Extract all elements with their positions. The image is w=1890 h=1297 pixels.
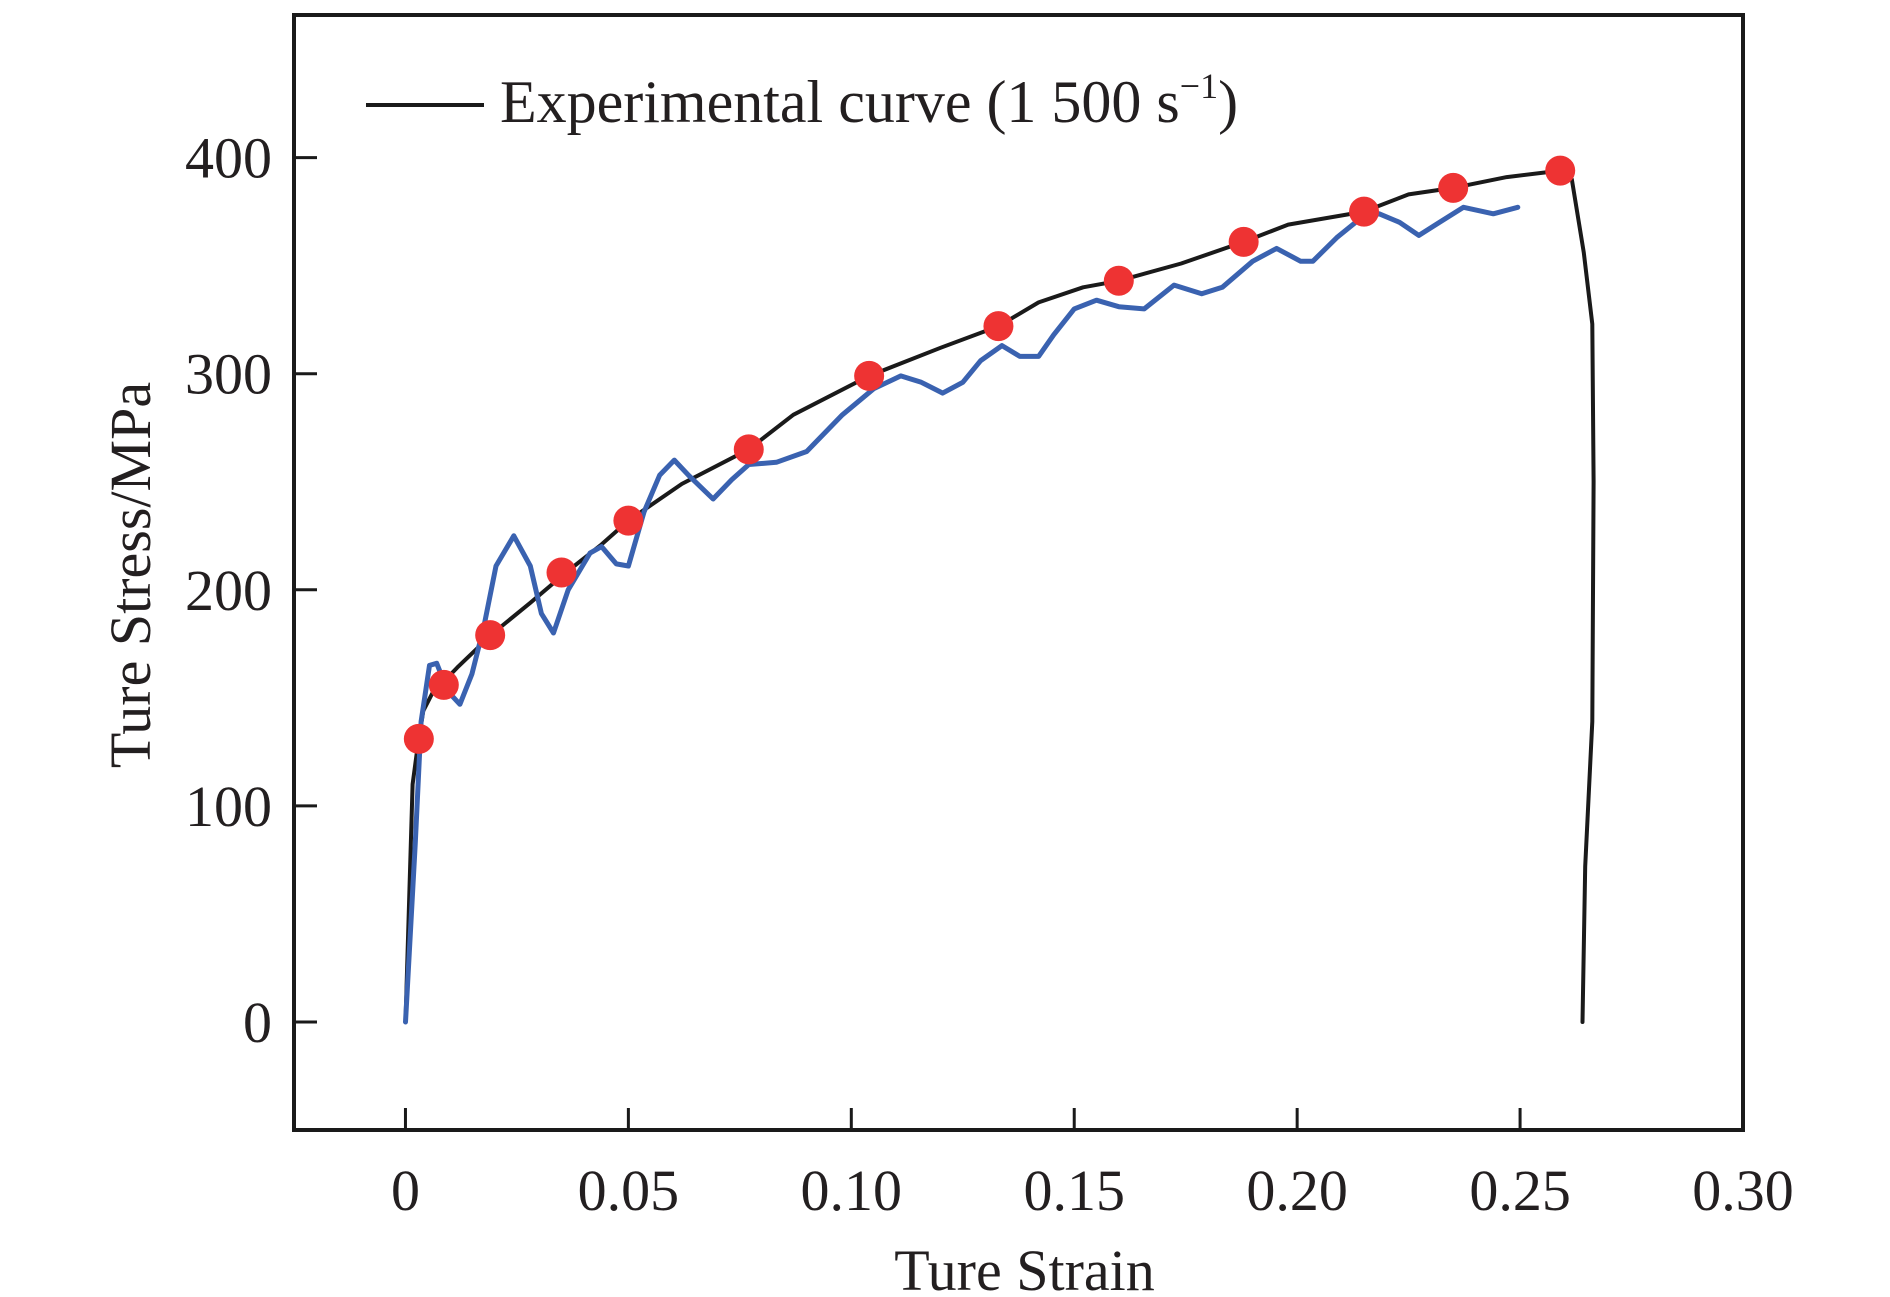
y-axis-ticks: 0 100 200 300 400 bbox=[185, 126, 317, 1055]
x-axis-title: Ture Strain bbox=[894, 1238, 1155, 1297]
legend-label-superscript: −1 bbox=[1180, 66, 1218, 106]
scatter-point-model-points bbox=[546, 557, 577, 588]
x-tick-label: 0.20 bbox=[1246, 1158, 1348, 1223]
y-tick-label: 0 bbox=[243, 990, 272, 1055]
series-layer bbox=[403, 155, 1596, 1025]
legend-label-suffix: ) bbox=[1218, 69, 1238, 135]
x-tick-label: 0.15 bbox=[1023, 1158, 1125, 1223]
legend: Experimental curve (1 500 s−1) bbox=[366, 66, 1238, 135]
x-tick-label: 0.25 bbox=[1469, 1158, 1571, 1223]
scatter-point-model-points bbox=[1103, 265, 1134, 296]
scatter-point-model-points bbox=[1349, 196, 1380, 227]
legend-label-experimental: Experimental curve (1 500 s−1) bbox=[500, 66, 1238, 135]
series-line-experimental bbox=[403, 168, 1596, 1024]
scatter-point-model-points bbox=[1438, 172, 1469, 203]
x-tick-label: 0 bbox=[391, 1158, 420, 1223]
scatter-point-model-points bbox=[403, 723, 434, 754]
x-tick-label: 0.10 bbox=[801, 1158, 903, 1223]
x-tick-label: 0.30 bbox=[1692, 1158, 1794, 1223]
scatter-point-model-points bbox=[1545, 155, 1576, 186]
y-tick-label: 300 bbox=[185, 342, 272, 407]
y-axis-title: Ture Stress/MPa bbox=[98, 382, 163, 768]
scatter-point-model-points bbox=[854, 360, 885, 391]
scatter-point-model-points bbox=[613, 505, 644, 536]
y-tick-label: 100 bbox=[185, 774, 272, 839]
legend-label-main: Experimental curve (1 500 s bbox=[500, 69, 1180, 135]
scatter-point-model-points bbox=[983, 311, 1014, 342]
scatter-point-model-points bbox=[475, 620, 506, 651]
scatter-point-model-points bbox=[428, 669, 459, 700]
plot-frame bbox=[292, 13, 1745, 1132]
x-axis-ticks: 0 0.05 0.10 0.15 0.20 0.25 0.30 bbox=[391, 1108, 1794, 1223]
series-line-simulation bbox=[403, 204, 1521, 1025]
scatter-point-model-points bbox=[1228, 226, 1259, 257]
x-tick-label: 0.05 bbox=[578, 1158, 680, 1223]
y-tick-label: 200 bbox=[185, 558, 272, 623]
scatter-point-model-points bbox=[733, 434, 764, 465]
y-tick-label: 400 bbox=[185, 126, 272, 191]
